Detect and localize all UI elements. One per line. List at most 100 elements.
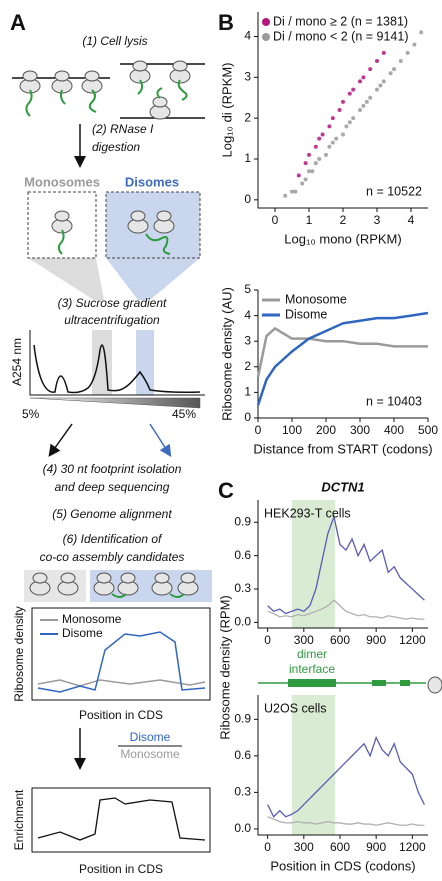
y-tick-label: 0.0 xyxy=(234,821,251,835)
point xyxy=(398,59,403,63)
point xyxy=(368,95,373,100)
y-tick-label: 4 xyxy=(244,29,251,43)
y-tick-label: 4 xyxy=(244,308,251,322)
x-tick-label: 200 xyxy=(316,423,336,437)
point xyxy=(313,144,318,149)
x-tick-label: 500 xyxy=(418,423,438,437)
point xyxy=(412,42,417,47)
point xyxy=(347,120,352,125)
x-tick-label: 3 xyxy=(374,213,381,227)
x-axis-label: Distance from START (codons) xyxy=(253,441,432,456)
y-axis-label: Log₁₀ di (RPKM) xyxy=(219,62,234,157)
legend-marker xyxy=(262,18,270,26)
x-tick-label: 1200 xyxy=(399,633,426,647)
annotation: HEK293-T cells xyxy=(264,506,351,520)
axis xyxy=(257,695,428,836)
annotation: n = 10522 xyxy=(366,184,422,198)
axis-label: Enrichment xyxy=(12,789,26,850)
y-tick-label: 5 xyxy=(244,282,251,296)
x-tick-label: 900 xyxy=(366,633,386,647)
axis-label: Ribosome density xyxy=(12,606,26,701)
gene-diagram xyxy=(258,676,442,694)
x-tick-label: 0 xyxy=(264,633,271,647)
step: (4) 30 nt footprint isolation xyxy=(43,462,182,476)
step: (6) Identification of xyxy=(63,532,163,546)
step: (5) Genome alignment xyxy=(52,507,172,521)
y-tick-label: 0.6 xyxy=(234,748,251,762)
point xyxy=(358,79,362,84)
series-line xyxy=(267,599,425,620)
y-axis-label: Ribosome density (RPM) xyxy=(217,595,232,740)
x-tick-label: 100 xyxy=(282,423,302,437)
point xyxy=(307,152,311,157)
x-tick-label: 1 xyxy=(306,213,313,227)
series-line xyxy=(256,311,429,406)
x-tick-label: 1200 xyxy=(399,840,426,854)
series-line xyxy=(267,514,425,615)
gradient-label: 5% xyxy=(22,407,40,421)
point xyxy=(344,124,349,129)
point xyxy=(283,193,288,198)
point xyxy=(313,161,318,166)
y-tick-label: 3 xyxy=(244,70,251,84)
step: and deep sequencing xyxy=(55,480,170,494)
point xyxy=(375,87,379,92)
panel-label: B xyxy=(218,10,234,35)
x-tick-label: 600 xyxy=(330,633,350,647)
fraction-label: Monosomes xyxy=(24,174,100,189)
y-tick-label: 0 xyxy=(244,192,251,206)
x-tick-label: 300 xyxy=(294,633,314,647)
step: digestion xyxy=(92,140,140,154)
y-tick-label: 0.3 xyxy=(234,581,251,595)
y-tick-label: 0.3 xyxy=(234,785,251,799)
point xyxy=(405,50,410,55)
point xyxy=(358,108,362,112)
point xyxy=(310,169,315,174)
y-tick-label: 0 xyxy=(244,410,251,424)
legend-label: Monosome xyxy=(62,612,122,626)
a254-trace xyxy=(29,330,205,409)
point xyxy=(303,161,308,166)
point xyxy=(351,87,356,92)
gradient-label: 45% xyxy=(172,407,196,421)
panel-label: C xyxy=(218,478,234,503)
point xyxy=(375,59,379,63)
point xyxy=(341,132,345,137)
legend-label: Disome xyxy=(285,307,327,321)
point xyxy=(364,99,369,104)
lysis-illustration xyxy=(12,60,205,120)
x-axis-label: Position in CDS (codons) xyxy=(270,858,415,873)
series-line xyxy=(267,816,425,826)
point xyxy=(419,30,424,35)
y-tick-label: 2 xyxy=(244,110,251,124)
step: co-co assembly candidates xyxy=(40,550,185,564)
point xyxy=(317,157,322,161)
schematic-enrichment-plot xyxy=(31,787,211,853)
y-tick-label: 2 xyxy=(244,359,251,373)
point xyxy=(351,116,356,121)
panel-label: A xyxy=(10,10,26,35)
region-label: interface xyxy=(289,662,335,676)
point xyxy=(324,152,328,157)
highlight-region xyxy=(291,500,336,628)
fraction-label: Disomes xyxy=(125,174,179,189)
legend-label: Di / mono ≥ 2 (n = 1381) xyxy=(273,14,408,28)
legend-label: Monosome xyxy=(285,292,347,306)
arrow xyxy=(149,423,172,458)
y-axis-label: Ribosome density (AU) xyxy=(219,287,234,421)
annotation: n = 10403 xyxy=(366,394,422,408)
x-tick-label: 600 xyxy=(330,840,350,854)
point xyxy=(388,71,393,76)
point xyxy=(392,67,396,72)
annotation: U2OS cells xyxy=(264,701,327,715)
schematic-density-plot xyxy=(31,607,211,701)
point xyxy=(368,67,373,72)
fraction-illustration xyxy=(27,191,201,300)
point xyxy=(378,83,383,88)
x-tick-label: 2 xyxy=(340,213,347,227)
step: ultracentrifugation xyxy=(64,313,160,327)
ratio-label: Monosome xyxy=(120,747,180,761)
point xyxy=(300,181,305,186)
point xyxy=(327,144,332,149)
y-tick-label: 0.9 xyxy=(234,514,251,528)
